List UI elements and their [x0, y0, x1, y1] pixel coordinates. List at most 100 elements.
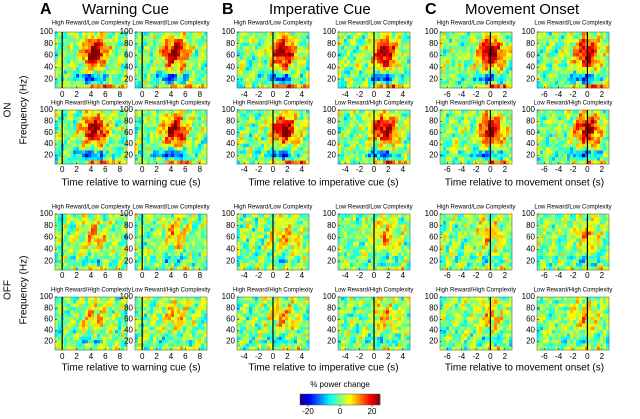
heatmap-cell: [359, 140, 363, 145]
heatmap-cell: [449, 140, 453, 145]
heatmap-cell: [440, 32, 444, 36]
heatmap-cell: [582, 123, 586, 128]
heatmap-cell: [365, 126, 369, 131]
heatmap-cell: [443, 84, 447, 89]
heatmap-cell: [509, 130, 513, 134]
heatmap-cell: [461, 67, 465, 71]
heatmap-cell: [377, 113, 381, 118]
heatmap-cell: [497, 110, 501, 114]
subplot-title: High Reward/Low Complexity: [52, 205, 131, 211]
heatmap-cell: [174, 126, 178, 131]
heatmap-cell: [135, 143, 139, 148]
heatmap-cell: [455, 49, 459, 54]
y-tick-label: 100: [222, 105, 236, 114]
heatmap-cell: [249, 150, 253, 155]
heatmap-cell: [252, 56, 256, 61]
heatmap-cell: [341, 116, 345, 121]
heatmap-cell: [165, 35, 169, 40]
heatmap-cell: [392, 32, 396, 36]
heatmap-cell: [70, 39, 74, 43]
heatmap-cell: [282, 56, 286, 61]
heatmap-cell: [374, 67, 378, 71]
heatmap-cell: [573, 123, 577, 128]
heatmap-cell: [288, 157, 292, 161]
heatmap-cell: [243, 46, 247, 50]
heatmap-cell: [494, 137, 498, 141]
heatmap-cell: [476, 116, 480, 121]
heatmap-cell: [371, 70, 375, 75]
y-tick-label: 100: [40, 105, 54, 114]
heatmap-cell: [579, 140, 583, 145]
heatmap-cell: [165, 32, 169, 36]
heatmap-cell: [246, 70, 250, 75]
heatmap-cell: [347, 110, 351, 114]
heatmap-cell: [58, 242, 62, 246]
heatmap-cell: [597, 147, 601, 151]
heatmap-cell: [55, 245, 59, 250]
heatmap-cell: [500, 126, 504, 131]
heatmap-cell: [389, 49, 393, 54]
subplot-title: Low Reward/Low Complexity: [335, 21, 412, 27]
heatmap-cell: [135, 39, 139, 43]
heatmap-cell: [377, 126, 381, 131]
heatmap-cell: [594, 160, 598, 165]
heatmap-cell: [288, 153, 292, 158]
heatmap-cell: [353, 60, 357, 64]
heatmap-cell: [156, 113, 160, 118]
heatmap-cell: [588, 84, 592, 89]
heatmap-cell: [100, 84, 104, 89]
heatmap-cell: [500, 42, 504, 47]
heatmap-cell: [183, 84, 187, 89]
heatmap-cell: [82, 147, 86, 151]
heatmap-cell: [582, 153, 586, 158]
heatmap-cell: [555, 32, 559, 36]
heatmap-cell: [115, 42, 119, 47]
heatmap-cell: [338, 116, 342, 121]
heatmap-cell: [443, 147, 447, 151]
heatmap-cell: [147, 113, 151, 118]
heatmap-cell: [549, 84, 553, 89]
heatmap-cell: [297, 137, 301, 141]
heatmap-cell: [94, 46, 98, 50]
heatmap-cell: [386, 77, 390, 82]
heatmap-cell: [591, 32, 595, 36]
heatmap-cell: [91, 60, 95, 64]
heatmap-cell: [603, 81, 607, 85]
heatmap-cell: [338, 137, 342, 141]
heatmap-cell: [485, 53, 489, 57]
heatmap-cell: [153, 39, 157, 43]
heatmap-cell: [582, 110, 586, 114]
heatmap-cell: [579, 56, 583, 61]
heatmap-cell: [168, 35, 172, 40]
heatmap-cell: [288, 53, 292, 57]
heatmap-cell: [588, 150, 592, 155]
heatmap-cell: [106, 120, 110, 124]
heatmap-cell: [288, 137, 292, 141]
heatmap-cell: [365, 32, 369, 36]
heatmap-cell: [392, 123, 396, 128]
heatmap-cell: [204, 42, 208, 47]
heatmap-cell: [252, 126, 256, 131]
heatmap-cell: [147, 133, 151, 138]
heatmap-cell: [443, 53, 447, 57]
heatmap-cell: [124, 120, 128, 124]
heatmap-cell: [546, 110, 550, 114]
heatmap-cell: [67, 123, 71, 128]
heatmap-cell: [449, 150, 453, 155]
heatmap-cell: [555, 133, 559, 138]
heatmap-cell: [70, 224, 74, 229]
heatmap-cell: [264, 140, 268, 145]
heatmap-cell: [186, 130, 190, 134]
heatmap-cell: [246, 143, 250, 148]
heatmap-cell: [276, 140, 280, 145]
heatmap-cell: [106, 126, 110, 131]
heatmap-cell: [359, 120, 363, 124]
heatmap-cell: [344, 70, 348, 75]
heatmap-cell: [183, 42, 187, 47]
heatmap-cell: [558, 150, 562, 155]
heatmap-cell: [109, 77, 113, 82]
heatmap-cell: [398, 39, 402, 43]
heatmap-cell: [338, 160, 342, 165]
heatmap-cell: [552, 84, 556, 89]
heatmap-cell: [455, 137, 459, 141]
